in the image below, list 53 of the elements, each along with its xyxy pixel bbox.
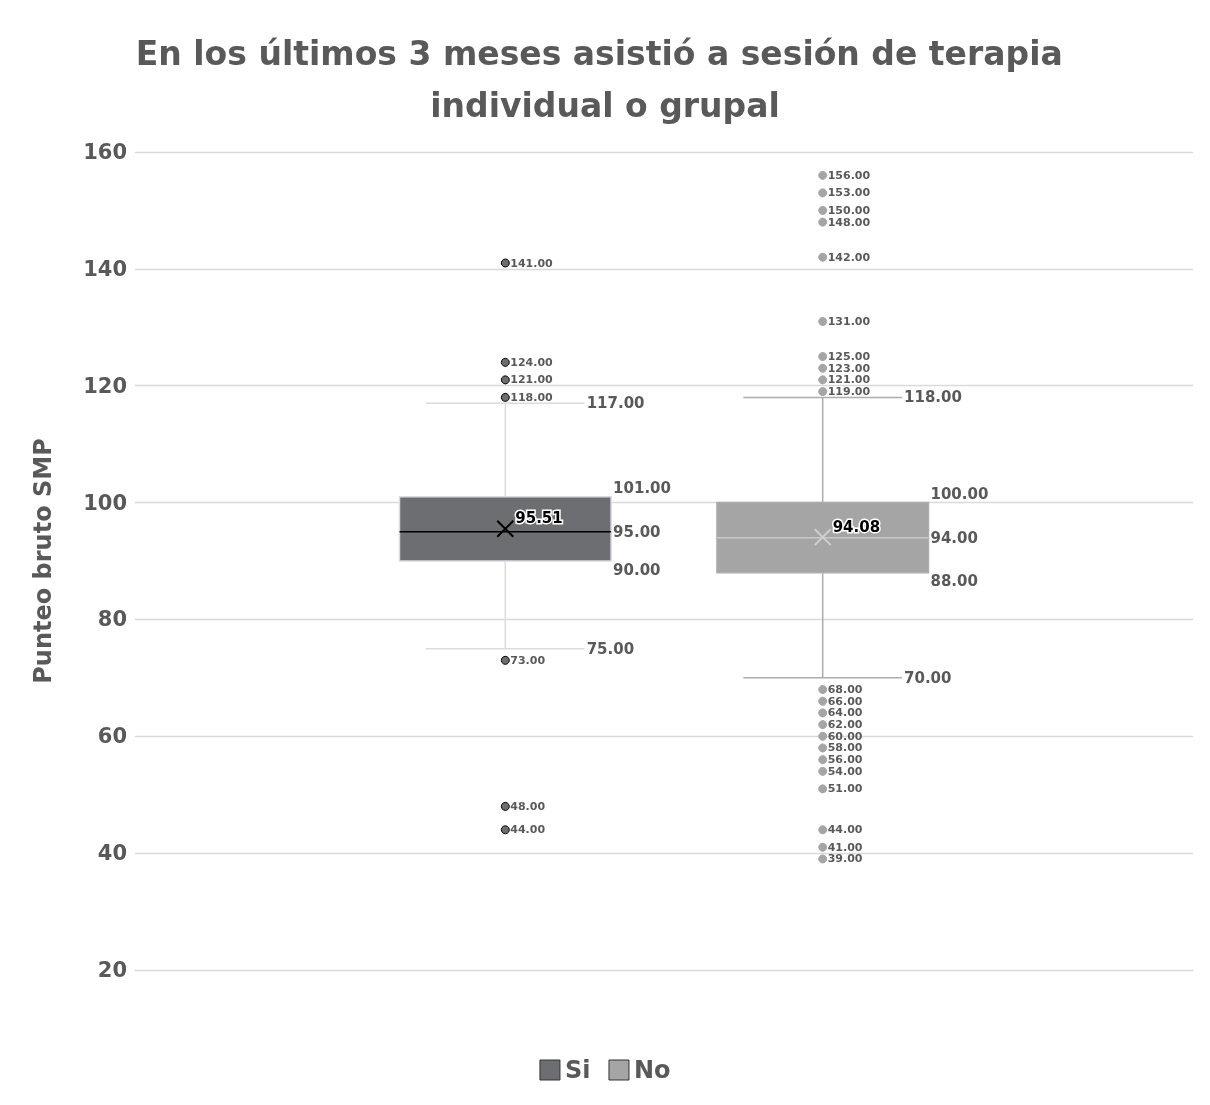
y-tick-label: 20 bbox=[97, 958, 127, 982]
y-axis-title: Punteo bruto SMP bbox=[29, 438, 57, 684]
text: 58.00 bbox=[827, 741, 863, 755]
text: 121.00 bbox=[510, 373, 553, 387]
text: 118.00 bbox=[904, 388, 962, 407]
text: 39.00 bbox=[827, 852, 863, 866]
text: 56.00 bbox=[827, 753, 863, 767]
text: 88.00 bbox=[930, 572, 978, 591]
text: 121.00 bbox=[827, 373, 871, 387]
text: 95.51 bbox=[515, 509, 563, 528]
text: 142.00 bbox=[827, 250, 871, 264]
text: 64.00 bbox=[827, 706, 863, 720]
text: 125.00 bbox=[827, 350, 871, 363]
y-tick-label: 100 bbox=[83, 490, 127, 515]
text: 90.00 bbox=[613, 560, 661, 579]
text: 66.00 bbox=[827, 694, 863, 708]
text: 44.00 bbox=[510, 823, 546, 837]
chart-title: En los últimos 3 meses asistió a sesión de terapia individual o grupal bbox=[135, 33, 1075, 125]
text: 73.00 bbox=[510, 653, 546, 667]
text: 156.00 bbox=[827, 168, 871, 182]
text: 100.00 bbox=[930, 485, 989, 504]
text: 62.00 bbox=[827, 718, 863, 732]
y-tick-label: 60 bbox=[97, 724, 127, 749]
y-tick-label: 120 bbox=[83, 373, 127, 398]
text: 123.00 bbox=[827, 361, 871, 375]
text: 148.00 bbox=[827, 215, 871, 229]
text: 44.00 bbox=[827, 823, 863, 837]
text: 118.00 bbox=[510, 390, 553, 404]
text: 75.00 bbox=[586, 639, 635, 658]
legend-label: Si bbox=[564, 1056, 591, 1084]
text: 95.00 bbox=[613, 522, 661, 541]
legend-label: No bbox=[633, 1056, 671, 1084]
y-tick-label: 40 bbox=[97, 841, 127, 866]
y-tick-label: 140 bbox=[83, 256, 127, 281]
text: 119.00 bbox=[827, 385, 871, 399]
text: 94.00 bbox=[930, 528, 978, 547]
text: 70.00 bbox=[904, 668, 952, 687]
y-tick-label: 80 bbox=[97, 607, 127, 632]
text: 94.08 bbox=[832, 517, 881, 536]
text: 54.00 bbox=[827, 764, 863, 778]
y-tick-label: 160 bbox=[83, 140, 127, 164]
text: 117.00 bbox=[586, 394, 645, 413]
text: 150.00 bbox=[827, 203, 871, 217]
text: 60.00 bbox=[827, 729, 863, 743]
text: 51.00 bbox=[827, 782, 863, 796]
text: 153.00 bbox=[827, 186, 871, 200]
text: 124.00 bbox=[510, 355, 553, 369]
text: 48.00 bbox=[510, 799, 546, 813]
text: 68.00 bbox=[827, 683, 863, 697]
text: 131.00 bbox=[827, 314, 871, 328]
text: 41.00 bbox=[827, 840, 863, 854]
text: 141.00 bbox=[510, 256, 553, 270]
text: 101.00 bbox=[613, 479, 671, 498]
